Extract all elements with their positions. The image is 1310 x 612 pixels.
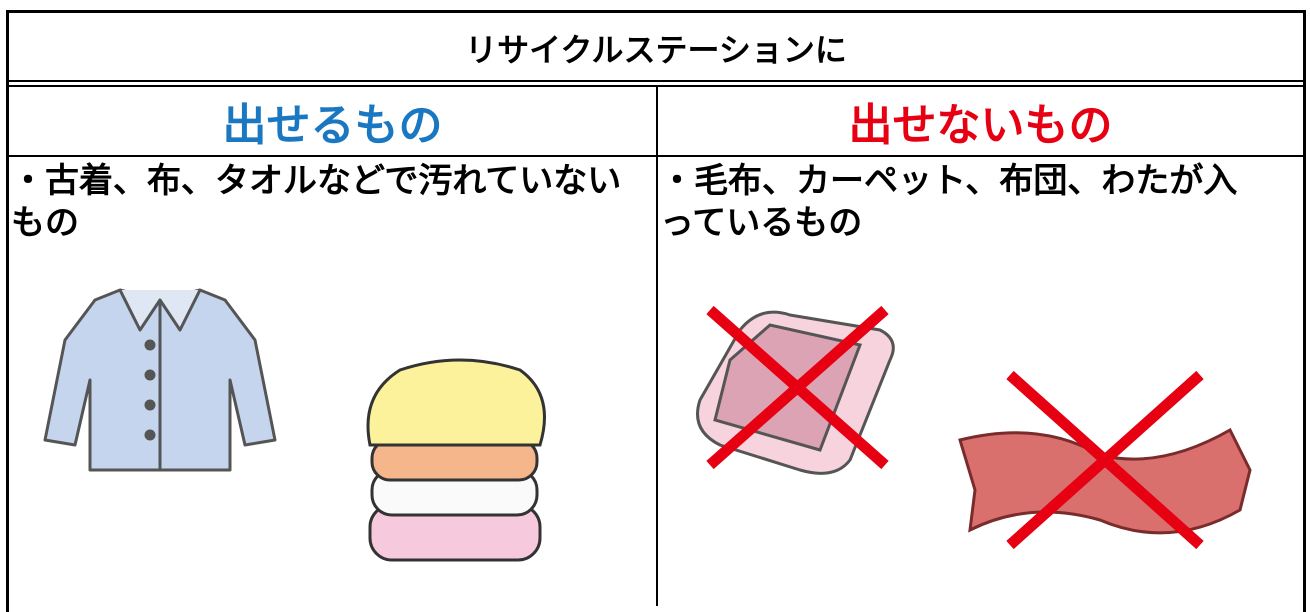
title: リサイクルステーションに bbox=[6, 10, 1306, 82]
towels bbox=[366, 358, 546, 562]
column-heading: 出せないもの bbox=[658, 87, 1303, 157]
column-description: ・古着、布、タオルなどで汚れていないもの bbox=[11, 161, 622, 243]
double-rule bbox=[6, 80, 1306, 87]
column-description: ・毛布、カーペット、布団、わたが入っているもの bbox=[660, 161, 1238, 243]
carpet bbox=[958, 370, 1252, 550]
table-frame bbox=[6, 87, 1306, 612]
shirt bbox=[43, 288, 277, 472]
futon bbox=[696, 305, 895, 475]
column-divider bbox=[656, 87, 658, 606]
column-heading: 出せるもの bbox=[9, 87, 656, 157]
